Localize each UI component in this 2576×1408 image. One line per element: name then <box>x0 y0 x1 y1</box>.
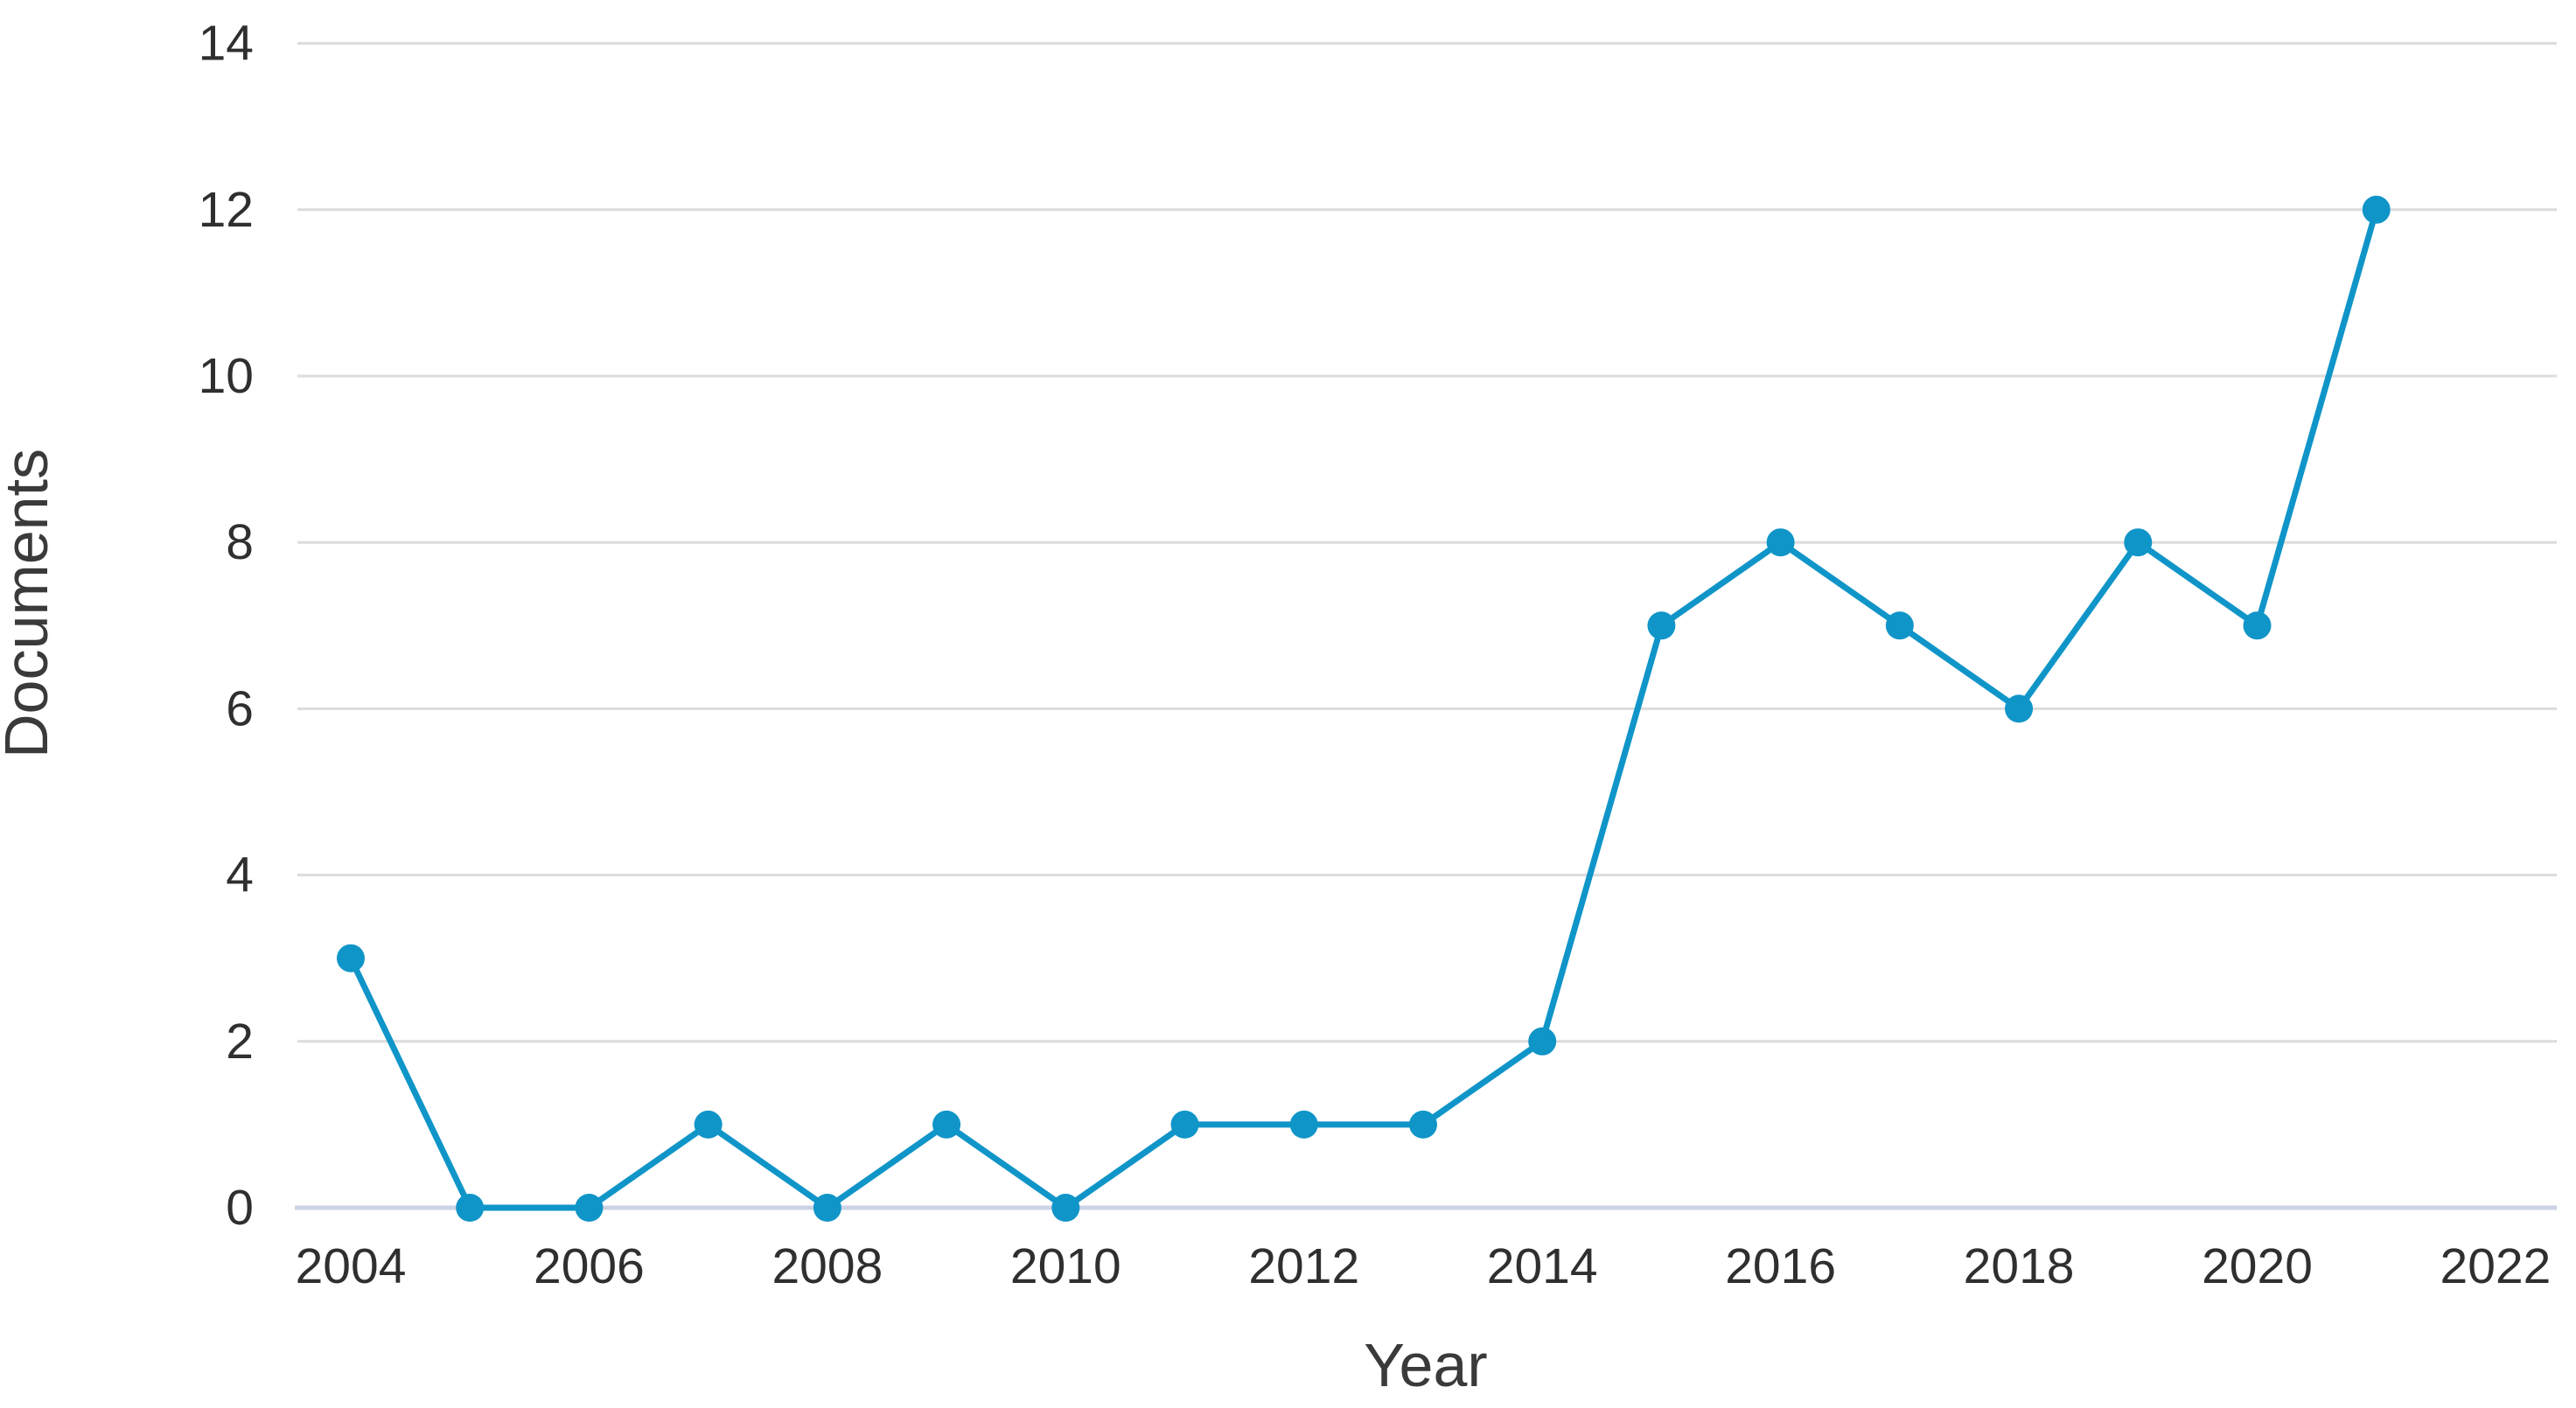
x-tick-label: 2014 <box>1487 1238 1598 1294</box>
data-point-marker <box>456 1194 485 1222</box>
y-tick-label: 8 <box>226 514 254 570</box>
x-tick-label: 2022 <box>2440 1238 2552 1294</box>
y-tick-label: 0 <box>226 1180 254 1236</box>
data-point-marker <box>1766 528 1795 557</box>
y-axis-title: Documents <box>0 449 60 758</box>
data-point-marker <box>1170 1110 1199 1139</box>
data-point-marker <box>2124 528 2153 557</box>
data-point-marker <box>337 944 365 972</box>
data-point-marker <box>2362 195 2391 224</box>
data-point-marker <box>932 1110 961 1139</box>
y-tick-label: 4 <box>226 847 254 903</box>
x-tick-label: 2018 <box>1964 1238 2075 1294</box>
data-point-marker <box>1647 611 1676 640</box>
data-point-marker <box>1051 1194 1080 1222</box>
data-point-marker <box>1289 1110 1318 1139</box>
gridlines <box>297 42 2557 1043</box>
data-series <box>337 195 2391 1222</box>
x-tick-label: 2004 <box>296 1238 407 1294</box>
x-tick-label: 2016 <box>1725 1238 1836 1294</box>
x-tick-label: 2010 <box>1010 1238 1121 1294</box>
data-point-marker <box>813 1194 841 1222</box>
y-tick-label: 6 <box>226 680 254 736</box>
data-point-marker <box>694 1110 723 1139</box>
x-axis-tick-labels: 2004 2006 2008 2010 2012 2014 2016 2018 2020 2022 <box>296 1238 2552 1294</box>
data-point-marker <box>1528 1027 1557 1056</box>
x-axis-title: Year <box>1364 1331 1487 1399</box>
y-tick-label: 10 <box>199 348 254 404</box>
y-tick-label: 12 <box>199 182 254 238</box>
data-point-marker <box>1885 611 1914 640</box>
y-axis-tick-labels: 0 2 4 6 8 10 12 14 <box>199 16 254 1236</box>
data-point-marker <box>1408 1110 1437 1139</box>
series-line <box>347 206 2380 1211</box>
data-point-marker <box>2243 611 2272 640</box>
data-point-marker <box>2005 694 2034 723</box>
y-tick-label: 2 <box>226 1014 254 1070</box>
data-point-marker <box>575 1194 604 1222</box>
x-tick-label: 2012 <box>1248 1238 1359 1294</box>
x-tick-label: 2006 <box>534 1238 645 1294</box>
x-tick-label: 2020 <box>2202 1238 2313 1294</box>
y-tick-label: 14 <box>199 16 254 72</box>
x-tick-label: 2008 <box>771 1238 883 1294</box>
